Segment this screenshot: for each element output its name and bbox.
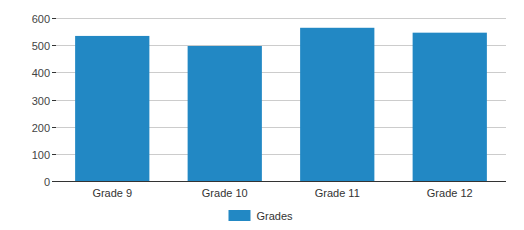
chart: 0100200300400500600Grade 9Grade 10Grade … [0,0,524,230]
x-axis-line [56,181,506,182]
tick-mark [52,154,56,155]
tick-mark [52,127,56,128]
tick-label: 300 [32,95,50,107]
bar [413,33,487,181]
legend-swatch [229,210,251,221]
bars [75,28,487,181]
tick-mark [52,18,56,19]
tick-mark [52,181,56,182]
category-label: Grade 9 [92,187,132,199]
tick-label: 500 [32,40,50,52]
category-label: Grade 10 [202,187,248,199]
grid-line [56,181,506,182]
bar [75,36,149,181]
bar [188,46,262,181]
tick-mark [52,45,56,46]
tick-label: 200 [32,122,50,134]
x-axis: Grade 9 Grade 10 Grade 11 Grade 12 [92,187,472,199]
y-axis: 0 100 200 300 400 500 600 [32,13,506,188]
tick-label: 100 [32,149,50,161]
category-label: Grade 12 [427,187,473,199]
tick-label: 0 [44,176,50,188]
legend: Grades [229,210,294,222]
tick-label: 400 [32,67,50,79]
tick-mark [52,100,56,101]
bar [300,28,374,181]
tick-mark [52,72,56,73]
grid-line [56,18,506,19]
category-label: Grade 11 [315,187,360,199]
chart-container: 0100200300400500600Grade 9Grade 10Grade … [0,0,524,230]
legend-label: Grades [257,210,294,222]
tick-label: 600 [32,13,50,25]
